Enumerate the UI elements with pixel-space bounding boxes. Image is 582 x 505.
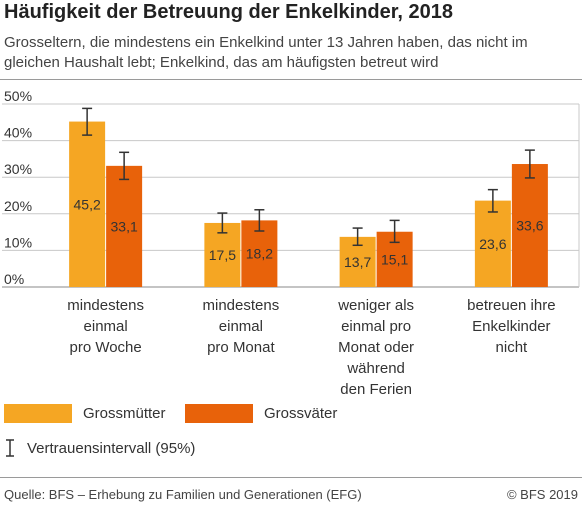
copyright-note: © BFS 2019 [506,487,578,502]
data-label: 13,7 [344,254,371,270]
category-label: betreuen ihre Enkelkinder nicht [467,297,556,356]
y-tick-label: 30% [4,161,32,177]
category-label: weniger als einmal pro Monat oder währen… [338,297,415,398]
bottom-divider [0,477,582,478]
legend-label-grandfathers: Grossväter [264,405,338,422]
y-tick-label: 10% [4,234,32,250]
data-label: 45,2 [74,196,101,212]
data-label: 17,5 [209,247,236,263]
bar-chart: 0% 10% 20% 30% 40% 50% 45,2 33,1 17,5 18,2 13,7 15,… [2,90,580,288]
bar [69,121,106,288]
y-tick-label: 20% [4,198,32,214]
data-label: 33,1 [111,218,138,234]
source-note: Quelle: BFS – Erhebung zu Familien und G… [4,487,362,502]
chart-title: Häufigkeit der Betreuung der Enkelkinder… [4,1,454,23]
legend-swatch-grandmothers [4,404,72,423]
category-label: mindestens einmal pro Monat [202,297,280,356]
data-label: 33,6 [516,218,543,234]
confidence-interval-icon [6,439,14,457]
legend-label-confidence: Vertrauensintervall (95%) [27,440,196,457]
bar [511,164,548,287]
data-label: 18,2 [246,246,273,262]
bar [204,222,241,287]
legend-swatch-grandfathers [185,404,253,423]
chart-subtitle: Grosseltern, die mindestens ein Enkelkin… [4,34,528,71]
data-label: 15,1 [381,251,408,267]
legend-label-grandmothers: Grossmütter [83,405,166,422]
y-tick-label: 40% [4,125,32,141]
bar [474,200,511,287]
y-tick-label: 50% [4,90,32,104]
top-divider [0,79,582,80]
data-label: 23,6 [479,236,506,252]
category-label: mindestens einmal pro Woche [67,297,144,356]
bar [106,165,143,287]
y-tick-label: 0% [4,271,24,287]
